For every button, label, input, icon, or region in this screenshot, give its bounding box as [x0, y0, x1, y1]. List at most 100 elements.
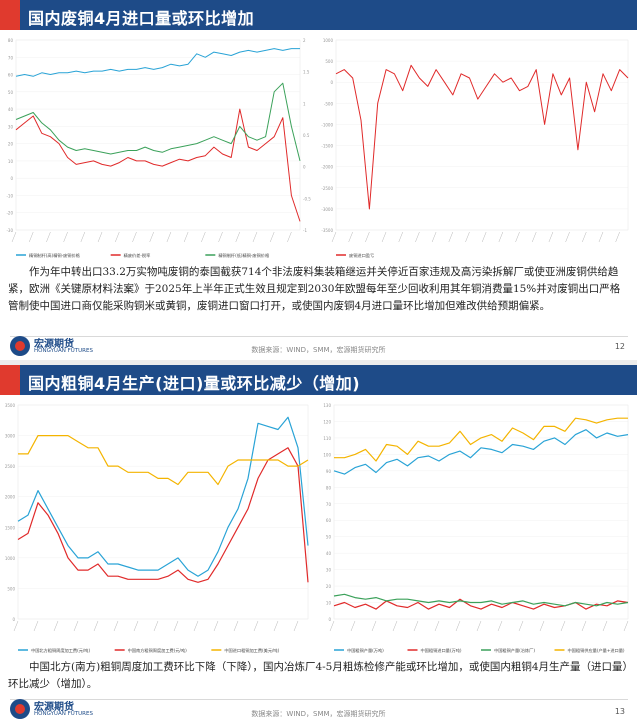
- x-tick-mark: [581, 620, 587, 632]
- plot-area: [15, 39, 301, 231]
- y-tick-label: 1500: [5, 525, 16, 530]
- y-tick-label: -3500: [321, 228, 333, 233]
- x-tick-mark: [133, 620, 139, 632]
- x-tick-mark: [235, 231, 240, 243]
- logo-icon: [10, 699, 30, 719]
- x-tick-mark: [498, 231, 504, 243]
- x-tick-mark: [173, 620, 179, 632]
- y-tick-label: 70: [8, 55, 14, 60]
- title-accent: [0, 365, 20, 395]
- page-number: 13: [614, 707, 625, 716]
- legend-label: 废铜进口盈亏: [349, 252, 374, 259]
- x-tick-mark: [329, 620, 335, 632]
- x-tick-mark: [287, 231, 292, 243]
- legend-label: 精铜制杆(低)精铜-废铜价格: [218, 252, 270, 259]
- slide-separator: [0, 360, 637, 365]
- x-tick-mark: [269, 231, 275, 243]
- y-tick-label: 110: [323, 436, 331, 441]
- chart-scrap-price-spread: 80 70 60 50 40 30 20 10 0 -10 -20 -30 2 1.5 1 0.5 0 -0.5 -…: [2, 34, 316, 262]
- x-tick-mark: [213, 620, 219, 632]
- y-tick-label: 0: [10, 176, 13, 181]
- x-tick-mark: [371, 620, 377, 632]
- x-tick-mark: [331, 231, 337, 243]
- y-right-tick-label: -0.5: [303, 196, 311, 201]
- x-tick-mark: [481, 231, 487, 243]
- x-tick-mark: [63, 231, 68, 243]
- x-tick-mark: [233, 620, 239, 632]
- series-line: [17, 447, 309, 583]
- x-tick-mark: [293, 620, 299, 632]
- y-tick-label: 10: [326, 601, 332, 606]
- plot-area: [333, 404, 629, 620]
- y-tick-label: 60: [326, 518, 332, 523]
- series-line: [335, 64, 629, 210]
- y-tick-label: 50: [326, 535, 332, 540]
- legend-label: 精废价差-税率: [124, 252, 151, 259]
- legend-label: 精铜制杆(高)精铜-废铜价格: [29, 252, 81, 259]
- x-tick-mark: [132, 231, 137, 243]
- x-tick-mark: [193, 620, 199, 632]
- y-tick-label: -10: [6, 193, 13, 198]
- series-line: [15, 48, 300, 77]
- company-logo: 宏源期货 HONGYUAN FUTURES: [10, 697, 93, 721]
- footer-divider: [10, 699, 628, 700]
- y-tick-label: 0: [330, 80, 333, 85]
- x-tick-mark: [153, 620, 159, 632]
- y-tick-label: 1000: [5, 556, 16, 561]
- y-tick-label: 0: [328, 617, 331, 622]
- data-source: 数据来源：WIND，SMM，宏源期货研究所: [251, 346, 386, 354]
- x-tick-mark: [602, 620, 608, 632]
- series-line: [15, 108, 301, 222]
- chart-blister-output-import: 130 120 110 100 90 80 70 60 50 40 30 20 10 0 中国粗铜产量(万吨…: [318, 399, 634, 657]
- title-accent: [0, 0, 20, 30]
- legend-label: 中国进口粗铜加工费(美元/吨): [224, 647, 279, 654]
- plot-area: [335, 39, 629, 231]
- page-number: 12: [614, 342, 625, 351]
- footer-divider: [10, 336, 628, 337]
- x-tick-mark: [392, 620, 398, 632]
- page-title: 国内废铜4月进口量或环比增加: [28, 9, 255, 28]
- y-tick-label: 20: [8, 142, 14, 147]
- x-tick-mark: [166, 231, 172, 243]
- y-right-tick-label: 1: [303, 101, 306, 106]
- x-tick-mark: [80, 231, 86, 243]
- series-line: [333, 598, 629, 610]
- x-tick-mark: [598, 231, 604, 243]
- chart-blister-tc: 3500 3000 2500 2000 1500 1000 500 0 中国北方粗铜周度加工费(…: [2, 399, 314, 657]
- y-tick-label: 90: [326, 469, 332, 474]
- x-tick-mark: [415, 231, 420, 243]
- x-tick-mark: [97, 231, 103, 243]
- x-tick-mark: [53, 620, 59, 632]
- x-tick-mark: [565, 231, 570, 243]
- series-line: [333, 593, 629, 607]
- company-logo: 宏源期货 HONGYUAN FUTURES: [10, 334, 93, 358]
- page-title: 国内粗铜4月生产(进口)量或环比减少（增加): [28, 374, 361, 393]
- x-tick-mark: [381, 231, 387, 243]
- y-tick-label: 500: [7, 586, 15, 591]
- y-right-tick-label: 1.5: [303, 70, 310, 75]
- x-tick-mark: [113, 620, 119, 632]
- y-tick-label: 3000: [5, 434, 16, 439]
- x-tick-mark: [531, 231, 537, 243]
- legend-label: 中国北方粗铜周度加工费(元/吨): [31, 647, 90, 654]
- x-tick-mark: [515, 231, 520, 243]
- legend-label: 中国粗铜产量(冶炼厂): [494, 647, 535, 654]
- title-bar: 国内粗铜4月生产(进口)量或环比减少（增加): [0, 365, 637, 395]
- x-tick-mark: [273, 620, 279, 632]
- x-tick-mark: [548, 231, 554, 243]
- y-tick-label: 60: [8, 73, 14, 78]
- y-tick-label: 10: [8, 159, 14, 164]
- y-tick-label: 1000: [323, 38, 334, 43]
- y-tick-label: -3000: [321, 207, 333, 212]
- x-tick-mark: [28, 231, 34, 243]
- x-tick-mark: [253, 620, 259, 632]
- x-tick-mark: [413, 620, 419, 632]
- x-tick-mark: [582, 231, 587, 243]
- x-tick-mark: [448, 231, 454, 243]
- x-tick-mark: [476, 620, 482, 632]
- y-tick-label: 30: [8, 124, 14, 129]
- y-tick-label: 30: [326, 568, 332, 573]
- series-line: [334, 417, 628, 462]
- legend-label: 中国粗铜产量(万吨): [347, 647, 384, 654]
- x-tick-mark: [11, 231, 17, 243]
